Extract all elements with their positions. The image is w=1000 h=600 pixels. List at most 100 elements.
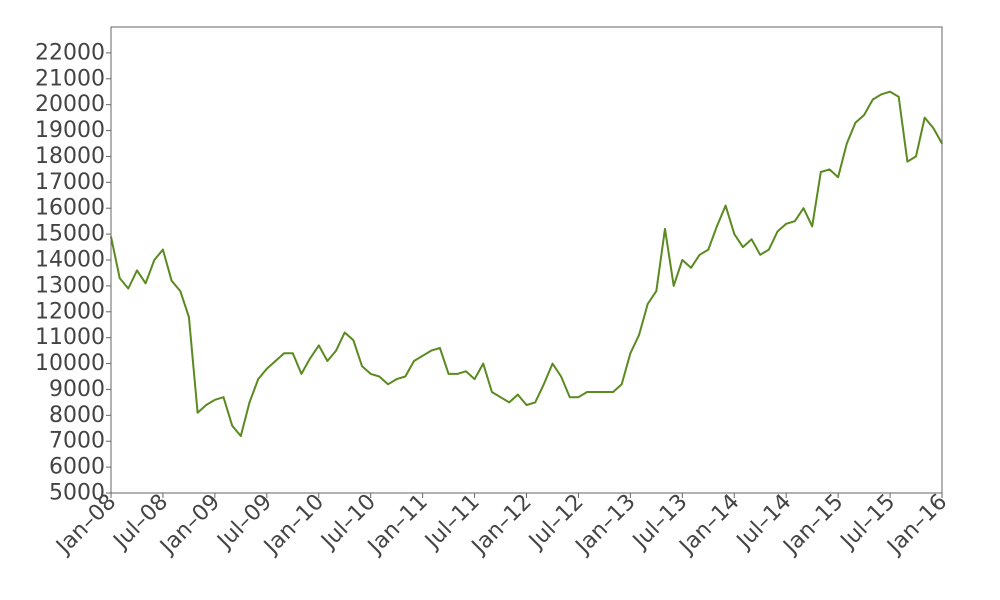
series-point [785,223,787,225]
series-point [897,96,900,98]
y-tick-label: 14000 [35,248,105,273]
series-point [214,399,216,401]
series-point [430,349,433,352]
series-point [404,375,407,378]
series-point [724,204,727,207]
series-point [733,233,736,235]
series-point [352,339,355,342]
series-point [170,279,173,282]
series-point [672,285,675,287]
y-tick-label: 18000 [35,144,105,169]
y-tick-label: 9000 [49,377,105,402]
series-point [811,225,813,228]
series-point [915,155,917,158]
series-point [387,383,389,386]
y-tick-label: 16000 [35,196,105,221]
y-axis: 5000600070008000900010000110001200013000… [35,40,111,506]
series-point [309,357,311,360]
series-point [707,248,710,251]
series-point [378,375,381,378]
series-point [188,316,190,318]
series-point [196,411,199,414]
series-point [266,367,268,370]
y-tick-label: 19000 [35,118,105,143]
y-tick-label: 17000 [35,170,105,195]
series-group [110,90,943,437]
series-point [413,360,415,362]
series-point [456,373,459,375]
series-point [447,373,450,375]
series-point [828,168,831,171]
series-point [421,355,424,357]
series-point [361,365,363,367]
x-axis: Jan–08Jul–08Jan–09Jul–09Jan–10Jul–10Jan–… [51,490,953,561]
series-point [742,246,744,248]
series-point [872,98,874,101]
series-point [118,277,121,279]
series-point [369,373,372,375]
y-tick-label: 11000 [35,325,105,350]
series-point [586,391,588,393]
series-point [906,160,909,163]
series-point [664,228,666,230]
y-tick-label: 15000 [35,222,105,247]
series-point [794,220,796,222]
y-tick-label: 22000 [35,40,105,65]
series-point [569,396,571,399]
series-point [335,349,337,352]
y-tick-label: 10000 [35,351,105,376]
series-point [577,396,580,399]
series-point [465,370,467,373]
series-point [716,225,718,228]
series-point [612,391,614,393]
series-point [750,238,753,241]
series-point [638,334,640,336]
y-tick-label: 21000 [35,66,105,91]
series-point [768,248,770,251]
series-point [698,254,701,256]
series-point [525,404,528,406]
plot-frame [110,26,943,494]
series-point [802,207,805,209]
series-point [179,290,182,292]
series-point [222,396,225,399]
series-point [776,230,779,233]
y-tick-label: 8000 [49,403,105,428]
series-point [603,391,606,393]
series-point [543,383,545,386]
series-point [837,176,839,178]
series-point [820,171,822,173]
series-point [491,391,493,393]
series-point [283,352,285,355]
series-point [205,404,207,406]
series-point [162,248,164,251]
series-point [534,401,536,404]
y-tick-label: 7000 [49,429,105,454]
y-tick-label: 12000 [35,299,105,324]
series-point [655,290,658,292]
series-point [854,122,857,124]
series-line [110,90,943,437]
series-point [395,378,398,380]
series-point [629,352,632,355]
series-point [690,267,692,269]
series-point [932,127,935,129]
series-point [326,360,329,362]
series-point [846,142,848,145]
series-point [880,93,883,96]
series-point [248,401,251,404]
series-point [482,362,485,365]
series-point [300,373,303,375]
y-tick-label: 5000 [49,481,105,506]
series-point [681,259,684,261]
series-point [923,116,926,119]
series-point [551,362,554,365]
series-point [292,352,294,355]
series-point [144,282,147,285]
series-point [136,269,138,272]
series-point [863,114,865,116]
series-point [318,344,320,347]
series-point [499,396,502,399]
series-point [889,90,891,93]
y-tick-label: 13000 [35,273,105,298]
